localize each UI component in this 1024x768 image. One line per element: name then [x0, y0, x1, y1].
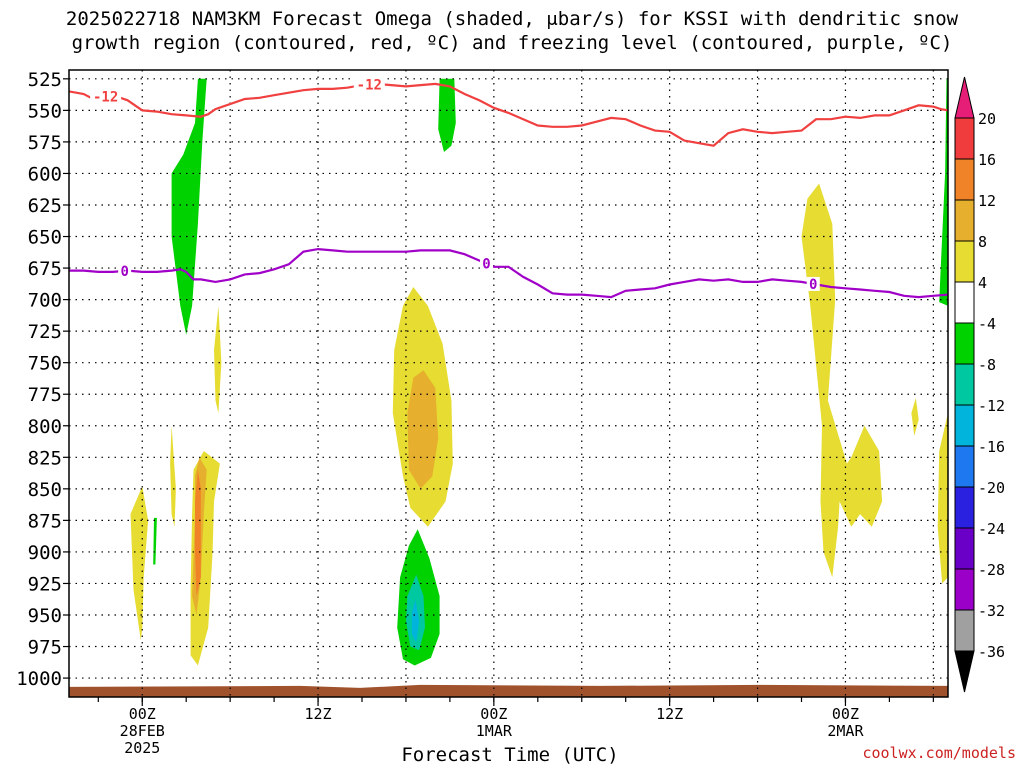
contour-label-bg-2 [118, 263, 132, 278]
x-tick-label-72-1: 2MAR [827, 722, 864, 740]
y-tick-label-950: 950 [28, 605, 62, 627]
contour-label-bg-4 [806, 276, 820, 291]
omega-region-6 [411, 599, 420, 643]
x-tick-label-48-0: 00Z [480, 705, 507, 723]
colorbar-bin-7 [954, 363, 975, 406]
contour-label-1: -12 [357, 78, 382, 94]
colorbar-label-7: -8 [978, 356, 996, 374]
x-tick-label-24-2: 2025 [124, 739, 160, 757]
contour-label-2: 0 [120, 264, 128, 280]
colorbar-label-9: 4 [978, 274, 987, 292]
omega-region-14 [214, 305, 222, 414]
y-tick-label-800: 800 [28, 416, 62, 438]
contour-line-0 [69, 82, 948, 147]
colorbar-bin-9 [954, 281, 975, 324]
contour-label-4: 0 [809, 277, 817, 293]
contour-label-bg-0 [90, 89, 122, 104]
x-tick-label-24-0: 00Z [129, 705, 156, 723]
colorbar-label-11: 12 [978, 192, 996, 210]
y-tick-label-525: 525 [28, 69, 62, 91]
contour-line-1 [69, 247, 948, 299]
colorbar-label-2: -28 [978, 561, 1005, 579]
colorbar-bin-10 [954, 240, 975, 283]
colorbar-bin-5 [954, 445, 975, 488]
x-tick-label-36-0: 12Z [305, 705, 332, 723]
omega-region-16 [937, 413, 948, 584]
y-tick-label-700: 700 [28, 290, 62, 312]
y-tick-label-975: 975 [28, 637, 62, 659]
y-tick-label-575: 575 [28, 132, 62, 154]
omega-region-0 [171, 78, 207, 335]
contour-label-bg-3 [480, 256, 494, 271]
colorbar-bin-2 [954, 568, 975, 611]
colorbar-bin-4 [954, 486, 975, 529]
chart-title-line-1: 2025022718 NAM3KM Forecast Omega (shaded… [65, 8, 959, 30]
y-tick-label-750: 750 [28, 353, 62, 375]
colorbar-bin-12 [954, 158, 975, 201]
omega-region-11 [195, 469, 201, 597]
colorbar-bin-3 [954, 527, 975, 570]
colorbar-label-13: 20 [978, 110, 996, 128]
x-tick-label-48-1: 1MAR [476, 722, 513, 740]
colorbar-label-6: -12 [978, 397, 1005, 415]
colorbar-bin-13 [954, 117, 975, 160]
y-tick-label-725: 725 [28, 321, 62, 343]
x-tick-label-72-0: 00Z [832, 705, 859, 723]
x-tick-label-24-1: 28FEB [120, 722, 165, 740]
omega-region-8 [407, 370, 439, 489]
colorbar-bin-8 [954, 322, 975, 365]
plot-frame [68, 69, 949, 698]
colorbar-label-0: -36 [978, 643, 1005, 661]
credit-label: coolwx.com/models [862, 744, 1016, 762]
y-tick-label-925: 925 [28, 573, 62, 595]
x-tick-label-60-0: 12Z [656, 705, 683, 723]
colorbar-bin-11 [954, 199, 975, 242]
y-tick-label-825: 825 [28, 447, 62, 469]
omega-region-2 [153, 517, 157, 565]
colorbar-label-8: -4 [978, 315, 996, 333]
colorbar-label-3: -24 [978, 520, 1005, 538]
y-tick-label-675: 675 [28, 258, 62, 280]
omega-region-12 [170, 425, 176, 527]
y-tick-label-775: 775 [28, 384, 62, 406]
terrain-surface [69, 684, 948, 697]
x-axis-title: Forecast Time (UTC) [401, 744, 619, 766]
omega-region-1 [438, 78, 456, 152]
contour-label-0: -12 [93, 89, 118, 105]
colorbar-top-arrow [954, 76, 975, 119]
colorbar-label-12: 16 [978, 151, 996, 169]
y-tick-label-900: 900 [28, 542, 62, 564]
y-tick-label-850: 850 [28, 479, 62, 501]
colorbar-label-10: 8 [978, 233, 987, 251]
y-tick-label-550: 550 [28, 100, 62, 122]
omega-region-17 [911, 398, 919, 436]
y-tick-label-875: 875 [28, 510, 62, 532]
y-tick-label-600: 600 [28, 163, 62, 185]
contour-label-bg-1 [353, 77, 385, 92]
y-tick-label-650: 650 [28, 227, 62, 249]
colorbar-label-4: -20 [978, 479, 1005, 497]
y-tick-label-1000: 1000 [16, 668, 62, 690]
omega-region-13 [130, 486, 149, 641]
colorbar-bottom-arrow [954, 650, 975, 693]
colorbar-bin-6 [954, 404, 975, 447]
omega-region-15 [801, 183, 883, 578]
colorbar-label-5: -16 [978, 438, 1005, 456]
omega-region-3 [939, 78, 948, 306]
contour-label-3: 0 [482, 257, 490, 273]
colorbar-label-1: -32 [978, 602, 1005, 620]
colorbar-bin-1 [954, 609, 975, 652]
y-tick-label-625: 625 [28, 195, 62, 217]
chart-title-line-2: growth region (contoured, red, ºC) and f… [71, 32, 953, 54]
